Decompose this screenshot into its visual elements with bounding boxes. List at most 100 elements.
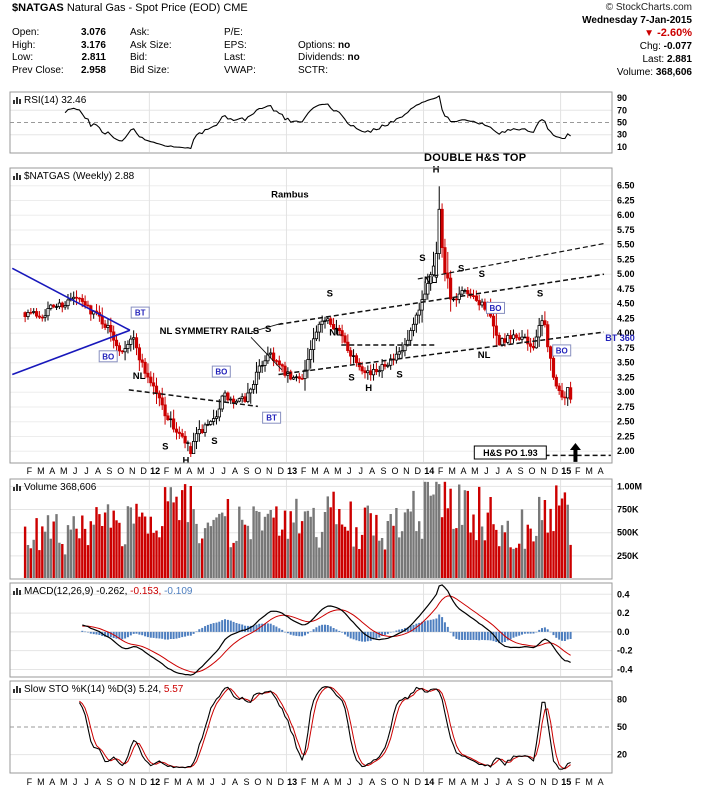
- svg-text:M: M: [37, 466, 45, 476]
- svg-text:4.00: 4.00: [617, 328, 635, 338]
- quote-bid: Bid:: [130, 52, 148, 63]
- svg-text:NL: NL: [478, 350, 491, 361]
- svg-text:F: F: [438, 777, 444, 787]
- svg-text:BT: BT: [135, 309, 146, 318]
- svg-text:M: M: [471, 777, 479, 787]
- svg-text:J: J: [484, 466, 489, 476]
- svg-text:N: N: [129, 777, 136, 787]
- svg-text:5.25: 5.25: [617, 254, 635, 264]
- svg-text:J: J: [484, 777, 489, 787]
- svg-text:S: S: [518, 777, 524, 787]
- svg-text:J: J: [210, 777, 215, 787]
- svg-text:750K: 750K: [617, 505, 639, 515]
- svg-text:J: J: [358, 466, 363, 476]
- svg-text:M: M: [174, 777, 182, 787]
- svg-text:J: J: [221, 466, 226, 476]
- svg-text:O: O: [254, 466, 261, 476]
- svg-text:30: 30: [617, 130, 627, 140]
- svg-text:80: 80: [617, 694, 627, 704]
- double-hs-top-annotation: DOUBLE H&S TOP: [424, 152, 527, 164]
- svg-text:3.00: 3.00: [617, 387, 635, 397]
- svg-text:M: M: [334, 777, 342, 787]
- svg-text:BO: BO: [489, 304, 501, 313]
- svg-text:J: J: [221, 777, 226, 787]
- svg-text:10: 10: [617, 142, 627, 152]
- svg-text:NL: NL: [424, 275, 437, 286]
- svg-text:O: O: [391, 466, 398, 476]
- svg-text:Rambus: Rambus: [271, 190, 308, 201]
- svg-text:F: F: [575, 466, 581, 476]
- svg-text:O: O: [117, 777, 124, 787]
- svg-text:12: 12: [150, 466, 160, 476]
- svg-text:BO: BO: [102, 352, 114, 361]
- macd-panel-icon: [13, 587, 21, 598]
- svg-text:A: A: [232, 777, 238, 787]
- svg-text:12: 12: [150, 777, 160, 787]
- svg-text:S: S: [243, 466, 249, 476]
- rsi-panel-label: RSI(14) 32.46: [13, 95, 86, 107]
- svg-text:A: A: [369, 466, 375, 476]
- svg-text:D: D: [277, 466, 284, 476]
- rsi-panel-icon: [13, 96, 21, 107]
- svg-text:D: D: [552, 466, 559, 476]
- svg-text:S: S: [537, 289, 543, 300]
- svg-text:50: 50: [617, 118, 627, 128]
- svg-text:0.4: 0.4: [617, 589, 630, 599]
- svg-text:6.50: 6.50: [617, 181, 635, 191]
- svg-text:J: J: [84, 466, 89, 476]
- svg-text:J: J: [496, 466, 501, 476]
- svg-text:J: J: [358, 777, 363, 787]
- svg-text:250K: 250K: [617, 551, 639, 561]
- svg-text:N: N: [403, 777, 410, 787]
- svg-text:NL: NL: [133, 371, 146, 382]
- svg-text:S: S: [458, 263, 464, 274]
- svg-text:500K: 500K: [617, 528, 639, 538]
- svg-text:M: M: [311, 466, 319, 476]
- svg-text:S: S: [243, 777, 249, 787]
- quote-pe: P/E:: [224, 27, 243, 38]
- svg-text:F: F: [438, 466, 444, 476]
- svg-text:F: F: [164, 777, 170, 787]
- svg-text:A: A: [323, 466, 329, 476]
- svg-text:H&S PO 1.93: H&S PO 1.93: [483, 448, 538, 458]
- svg-text:O: O: [529, 466, 536, 476]
- svg-text:S: S: [265, 324, 271, 335]
- svg-text:M: M: [334, 466, 342, 476]
- svg-text:5.75: 5.75: [617, 225, 635, 235]
- svg-text:14: 14: [424, 466, 434, 476]
- svg-text:O: O: [529, 777, 536, 787]
- svg-text:D: D: [415, 777, 422, 787]
- svg-text:A: A: [598, 466, 604, 476]
- svg-text:D: D: [140, 777, 147, 787]
- svg-text:J: J: [496, 777, 501, 787]
- svg-text:M: M: [60, 777, 68, 787]
- svg-text:S: S: [419, 253, 425, 264]
- svg-text:M: M: [311, 777, 319, 787]
- svg-text:O: O: [254, 777, 261, 787]
- quote-open: Open: 3.076: [12, 27, 106, 38]
- quote-volume: Volume: 368,606: [616, 67, 692, 78]
- svg-text:2.75: 2.75: [617, 402, 635, 412]
- svg-text:BT 360: BT 360: [605, 333, 635, 343]
- svg-text:A: A: [460, 777, 466, 787]
- svg-text:90: 90: [617, 93, 627, 103]
- svg-text:M: M: [585, 466, 593, 476]
- quote-bid-size: Bid Size:: [130, 64, 170, 76]
- svg-text:F: F: [301, 777, 307, 787]
- copyright: © StockCharts.com: [605, 2, 692, 13]
- svg-text:4.25: 4.25: [617, 313, 635, 323]
- svg-text:S: S: [518, 466, 524, 476]
- svg-text:D: D: [552, 777, 559, 787]
- svg-text:15: 15: [561, 777, 571, 787]
- svg-text:M: M: [174, 466, 182, 476]
- exchange: CME: [223, 2, 248, 14]
- svg-text:N: N: [266, 777, 273, 787]
- svg-text:N: N: [540, 466, 547, 476]
- instrument-name: Natural Gas - Spot Price (EOD): [66, 2, 221, 14]
- symbol: $NATGAS: [12, 2, 64, 14]
- svg-text:3.25: 3.25: [617, 372, 635, 382]
- svg-text:J: J: [347, 777, 352, 787]
- svg-text:O: O: [391, 777, 398, 787]
- quote-col-fundamental: P/E: EPS: Last: VWAP:: [224, 27, 256, 77]
